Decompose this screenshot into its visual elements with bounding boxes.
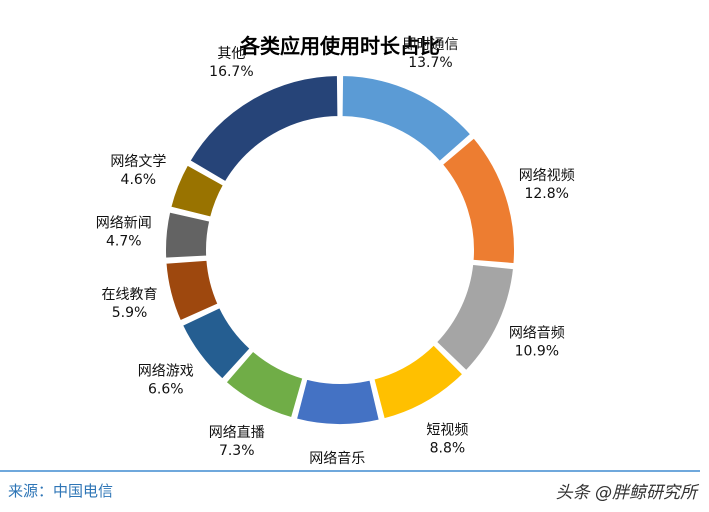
- donut-chart: 即时通信 13.7% 网络视频 12.8% 网络音频 10.9% 短视频 8.8% 网络音乐 8.…: [96, 37, 575, 470]
- chart-title: 各类应用使用时长占比: [240, 34, 440, 58]
- slice-value-4: 8.8%: [430, 441, 466, 457]
- watermark: 头条 @胖鲸研究所: [555, 483, 697, 503]
- slice-label-8: 在线教育: [102, 287, 158, 303]
- slice-value-2: 12.8%: [524, 186, 568, 202]
- slice-2: [440, 136, 516, 266]
- slice-value-11: 16.7%: [209, 64, 253, 80]
- source-note: 来源：中国电信: [8, 482, 114, 500]
- slice-7: [180, 305, 253, 381]
- slice-8: [164, 258, 220, 323]
- footer-divider: [0, 470, 700, 472]
- slice-value-7: 6.6%: [148, 381, 184, 397]
- slice-label-2: 网络视频: [519, 168, 575, 184]
- slice-label-1: 即时通信: [402, 37, 458, 53]
- slice-6: [224, 349, 305, 420]
- slice-label-5: 网络音乐: [309, 450, 365, 467]
- slice-label-10: 网络文学: [110, 154, 166, 170]
- slice-4: [372, 342, 465, 421]
- slice-value-1: 13.7%: [408, 55, 452, 71]
- slice-10: [169, 163, 226, 219]
- slice-3: [434, 262, 516, 373]
- slice-value-6: 7.3%: [219, 443, 255, 459]
- slice-value-8: 5.9%: [112, 305, 148, 321]
- slice-label-6: 网络直播: [209, 424, 265, 441]
- slice-5: [294, 377, 382, 426]
- slice-label-4: 短视频: [426, 423, 468, 439]
- slice-label-11: 其他: [217, 46, 245, 62]
- slice-value-3: 10.9%: [515, 343, 559, 359]
- slice-1: [340, 74, 473, 164]
- slice-9: [164, 210, 212, 260]
- slice-label-7: 网络游戏: [138, 363, 194, 379]
- slice-label-3: 网络音频: [509, 324, 565, 341]
- slice-11: [188, 74, 340, 184]
- slice-value-9: 4.7%: [106, 233, 142, 249]
- slice-label-9: 网络新闻: [96, 215, 152, 231]
- slice-value-5: 8.1%: [319, 469, 355, 470]
- slice-value-10: 4.6%: [121, 172, 157, 188]
